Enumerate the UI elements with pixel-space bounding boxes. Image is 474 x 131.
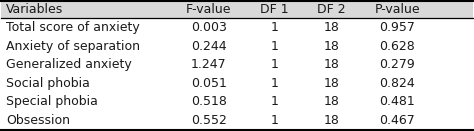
Text: 1: 1: [271, 95, 279, 108]
FancyBboxPatch shape: [1, 92, 473, 111]
Text: 0.481: 0.481: [379, 95, 415, 108]
Text: 0.051: 0.051: [191, 77, 227, 90]
Text: Variables: Variables: [6, 3, 64, 16]
Text: 18: 18: [323, 95, 339, 108]
Text: DF 1: DF 1: [260, 3, 289, 16]
Text: 1: 1: [271, 21, 279, 34]
Text: 0.628: 0.628: [379, 40, 415, 53]
Text: 18: 18: [323, 114, 339, 127]
Text: DF 2: DF 2: [317, 3, 346, 16]
Text: F-value: F-value: [186, 3, 231, 16]
Text: 18: 18: [323, 58, 339, 71]
Text: Obsession: Obsession: [6, 114, 70, 127]
Text: 18: 18: [323, 77, 339, 90]
Text: Special phobia: Special phobia: [6, 95, 98, 108]
Text: Generalized anxiety: Generalized anxiety: [6, 58, 132, 71]
Text: 1: 1: [271, 58, 279, 71]
Text: 1: 1: [271, 40, 279, 53]
Text: Total score of anxiety: Total score of anxiety: [6, 21, 140, 34]
Text: 1.247: 1.247: [191, 58, 227, 71]
FancyBboxPatch shape: [1, 55, 473, 74]
Text: Social phobia: Social phobia: [6, 77, 90, 90]
FancyBboxPatch shape: [1, 18, 473, 37]
Text: 0.003: 0.003: [191, 21, 227, 34]
Text: 18: 18: [323, 40, 339, 53]
FancyBboxPatch shape: [1, 111, 473, 130]
Text: 0.957: 0.957: [379, 21, 415, 34]
Text: 0.279: 0.279: [379, 58, 415, 71]
Text: 1: 1: [271, 114, 279, 127]
Text: 1: 1: [271, 77, 279, 90]
Text: Anxiety of separation: Anxiety of separation: [6, 40, 140, 53]
Text: 0.552: 0.552: [191, 114, 227, 127]
Text: 0.244: 0.244: [191, 40, 227, 53]
FancyBboxPatch shape: [1, 37, 473, 55]
Text: 18: 18: [323, 21, 339, 34]
Text: 0.824: 0.824: [379, 77, 415, 90]
Text: 0.467: 0.467: [379, 114, 415, 127]
FancyBboxPatch shape: [1, 74, 473, 92]
Text: P-value: P-value: [374, 3, 420, 16]
FancyBboxPatch shape: [1, 1, 473, 18]
Text: 0.518: 0.518: [191, 95, 227, 108]
